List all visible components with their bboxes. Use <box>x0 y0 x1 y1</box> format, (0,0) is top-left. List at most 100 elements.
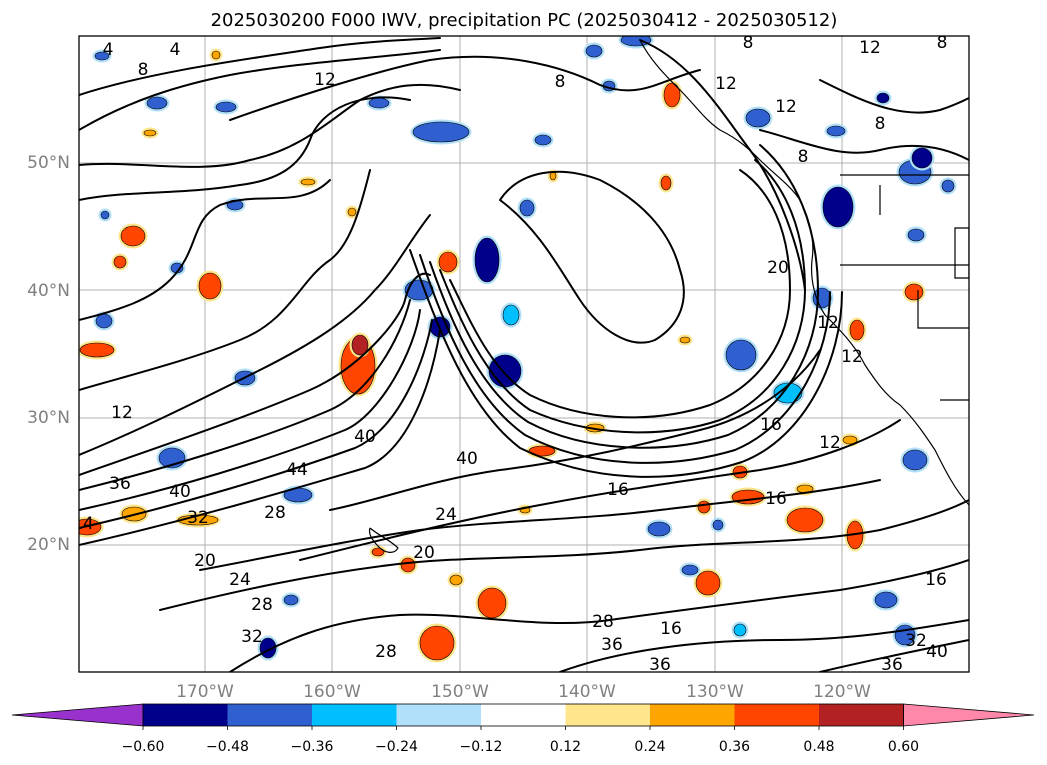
contour-label: 16 <box>660 619 682 639</box>
lat-tick-label: 20°N <box>27 535 70 555</box>
contour-label: 8 <box>937 33 948 53</box>
iwv-contour-line <box>819 639 969 672</box>
contour-label: 28 <box>264 503 286 523</box>
precip-anomaly-cell <box>786 507 824 533</box>
iwv-contour-line <box>79 329 441 546</box>
contour-label: 40 <box>926 642 948 662</box>
lon-tick-label: 120°W <box>813 682 871 702</box>
lon-tick-label: 170°W <box>176 682 234 702</box>
coastlines <box>368 39 969 553</box>
contour-label: 28 <box>592 612 614 632</box>
precip-anomaly-fill <box>79 36 957 663</box>
lon-tick-label: 150°W <box>431 682 489 702</box>
precip-anomaly-cell <box>449 574 463 586</box>
contour-label: 20 <box>194 551 216 571</box>
iwv-contour-line <box>819 79 969 114</box>
precip-anomaly-cell <box>773 382 803 404</box>
colorbar-segment <box>227 704 312 726</box>
colorbar-segment <box>481 704 566 726</box>
contour-label: 40 <box>456 449 478 469</box>
iwv-contour-line <box>79 214 431 456</box>
precip-anomaly-cell <box>351 334 369 356</box>
precip-anomaly-cell <box>695 570 721 596</box>
colorbar-tick-label: −0.24 <box>375 739 418 755</box>
precip-anomaly-cell <box>477 587 507 619</box>
colorbar-segment <box>143 704 228 726</box>
precip-anomaly-cell <box>907 228 925 242</box>
contour-label: 12 <box>775 97 797 117</box>
contour-label: 20 <box>413 543 435 563</box>
precip-anomaly-cell <box>79 518 102 536</box>
contour-label: 8 <box>798 147 809 167</box>
lon-tick-label: 130°W <box>686 682 744 702</box>
contour-label: 32 <box>187 508 209 528</box>
contour-label: 8 <box>875 114 886 134</box>
iwv-contour-line <box>79 179 331 321</box>
iwv-contour-line <box>559 619 969 672</box>
precip-anomaly-cell <box>663 82 681 108</box>
precip-anomaly-cell <box>419 625 455 661</box>
colorbar-tick-label: 0.24 <box>634 739 665 755</box>
iwv-contour-line <box>79 319 433 529</box>
precip-anomaly-cell <box>528 445 556 457</box>
precip-anomaly-cell <box>198 272 222 300</box>
contour-label: 14 <box>72 514 94 534</box>
precip-anomaly-cell <box>585 44 603 58</box>
precip-anomaly-cell <box>697 500 711 514</box>
precip-anomaly-cell <box>300 178 316 186</box>
contour-label: 16 <box>765 489 787 509</box>
contour-label: 24 <box>435 505 457 525</box>
coastline-segment <box>368 527 399 553</box>
colorbar-extend-max <box>903 703 1035 727</box>
contour-label: 12 <box>819 433 841 453</box>
iwv-contour-line <box>449 169 791 419</box>
precip-anomaly-cell <box>679 336 691 344</box>
iwv-contour-line <box>759 129 969 161</box>
colorbar-tick-label: 0.60 <box>888 739 919 755</box>
colorbar-labels: −0.60 −0.48 −0.36 −0.24 −0.12 0.12 0.24 0.36 0.4… <box>122 726 919 755</box>
iwv-contour-line <box>79 309 421 511</box>
precip-anomaly-cell <box>911 147 933 169</box>
precip-anomaly-cell <box>412 121 470 143</box>
iwv-contour-line <box>419 254 831 464</box>
iwv-contour-line <box>199 479 881 571</box>
contour-label: 20 <box>767 258 789 278</box>
precip-anomaly-cell <box>941 179 955 193</box>
colorbar-segment <box>819 704 904 726</box>
precip-anomaly-cell <box>842 435 858 445</box>
precip-anomaly-cell <box>681 564 699 576</box>
contour-label: 32 <box>241 627 263 647</box>
precip-anomaly-cell <box>733 623 747 637</box>
contour-label: 32 <box>905 631 927 651</box>
colorbar-outline <box>142 703 904 727</box>
precip-anomaly-cell <box>620 36 652 47</box>
colorbar-segment <box>396 704 481 726</box>
colorbar-segment <box>565 704 650 726</box>
precip-anomaly-cell <box>876 92 890 104</box>
contour-label: 16 <box>925 570 947 590</box>
iwv-contour-line <box>79 96 411 201</box>
colorbar-segment <box>650 704 735 726</box>
contour-label: 28 <box>375 642 397 662</box>
contour-label: 36 <box>881 655 903 675</box>
precip-anomaly-cell <box>725 339 757 371</box>
contour-label: 16 <box>760 415 782 435</box>
contour-label: 8 <box>555 72 566 92</box>
contour-label: 8 <box>138 60 149 80</box>
colorbar-tick-label: −0.12 <box>460 739 503 755</box>
precip-anomaly-cell <box>120 225 146 247</box>
coastline-segment <box>954 227 969 279</box>
iwv-contour-line <box>229 559 969 672</box>
iwv-contour-line <box>229 55 701 121</box>
iwv-contour-line <box>299 419 901 561</box>
precip-anomaly-cell <box>143 129 157 137</box>
colorbar-tick-label: 0.48 <box>803 739 834 755</box>
contour-label: 28 <box>251 595 273 615</box>
map-title: 2025030200 F000 IWV, precipitation PC (2… <box>211 10 838 31</box>
contour-label: 4 <box>170 40 181 60</box>
precip-anomaly-cell <box>660 175 672 191</box>
precip-anomaly-cell <box>368 97 390 109</box>
precip-anomaly-cell <box>146 96 168 110</box>
